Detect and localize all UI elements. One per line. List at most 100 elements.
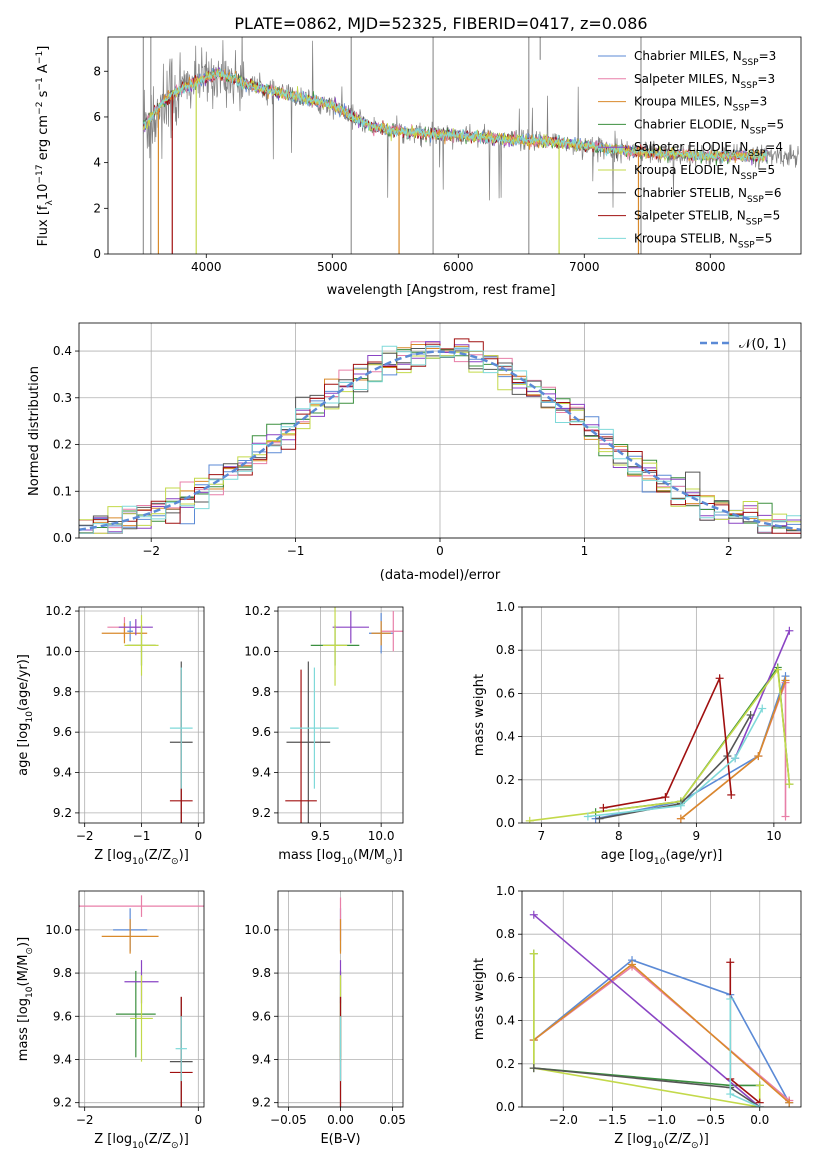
- z-weight-xlabel: Z [log10(Z/Z⊙)]: [614, 1132, 709, 1151]
- y-tick-label: 10.0: [45, 923, 72, 937]
- legend-sub: SSP: [738, 240, 755, 250]
- legend-sub: SSP: [741, 172, 758, 182]
- x-tick-label: 7: [538, 829, 546, 843]
- z-weight-xlabel-part: (Z/Z: [664, 1132, 691, 1147]
- x-tick-label: −1.0: [647, 1113, 676, 1127]
- legend-name: Kroupa STELIB, N: [634, 231, 738, 245]
- y-tick-label: 10.0: [244, 923, 271, 937]
- axes-frame: [78, 890, 205, 1108]
- z-weight-ylabel: mass weight: [472, 958, 487, 1040]
- x-tick-label: −1.5: [598, 1113, 627, 1127]
- legend-name: Salpeter ELODIE, N: [634, 140, 748, 154]
- legend-entry: Salpeter MILES, NSSP=3: [634, 72, 775, 91]
- spectrum-ylabel-part: −1: [35, 51, 45, 64]
- legend-sub: SSP: [748, 149, 765, 159]
- legend-entry: Chabrier ELODIE, NSSP=5: [634, 117, 784, 136]
- spectrum-title: PLATE=0862, MJD=52325, FIBERID=0417, z=0…: [234, 14, 647, 33]
- y-tick-label: 8: [93, 64, 101, 78]
- spectrum-ylabel-part: ]: [36, 46, 51, 51]
- y-tick-label: 0.0: [53, 531, 72, 545]
- x-tick-label: 7000: [569, 260, 600, 274]
- z-age-xlabel-part: (Z/Z: [144, 848, 171, 863]
- mass-age-xlabel-part: 10: [341, 857, 353, 867]
- z-age-xlabel-part: 10: [132, 857, 144, 867]
- weight-line: [603, 675, 733, 809]
- y-tick-label: 0.3: [53, 391, 72, 405]
- legend-sub: SSP: [750, 126, 767, 136]
- y-tick-label: 0.2: [496, 1057, 515, 1071]
- z-age-errorbars: [101, 615, 193, 823]
- y-tick-label: 0.8: [496, 927, 515, 941]
- x-tick-label: −0.05: [270, 1113, 307, 1127]
- legend-tail: =3: [759, 49, 777, 63]
- y-tick-label: 9.6: [252, 1009, 271, 1023]
- mass-age-xlabel: mass [log10(M/M⊙)]: [278, 848, 402, 867]
- x-tick-label: −2: [76, 1113, 94, 1127]
- x-tick-label: −2: [142, 544, 160, 558]
- x-tick-label: −2: [76, 829, 94, 843]
- x-tick-label: 8: [615, 829, 623, 843]
- weight-line: [533, 959, 790, 1104]
- x-tick-label: −2.0: [549, 1113, 578, 1127]
- axes-frame: [277, 890, 404, 1108]
- legend-entry: Kroupa ELODIE, NSSP=5: [634, 163, 775, 182]
- x-tick-label: 5000: [317, 260, 348, 274]
- normal-legend-label: 𝒩(0, 1): [739, 337, 786, 352]
- legend-name: Chabrier ELODIE, N: [634, 117, 750, 131]
- x-tick-label: 1: [581, 544, 589, 558]
- y-tick-label: 9.2: [53, 806, 72, 820]
- x-tick-label: 0.00: [327, 1113, 354, 1127]
- y-tick-label: 10.0: [244, 644, 271, 658]
- legend-name: Kroupa ELODIE, N: [634, 163, 741, 177]
- histogram-axes: −2 −1 0 1 2 0.0 0.1 0.2 0.3 0.4 𝒩(0, 1) (data-model…: [27, 322, 802, 583]
- normal-curve: [79, 350, 801, 532]
- z-mass-errorbars: [79, 895, 204, 1107]
- z-mass-ylabel-part: )]: [16, 937, 31, 947]
- y-tick-label: 9.4: [53, 766, 72, 780]
- y-tick-label: 9.4: [252, 1052, 271, 1066]
- y-tick-label: 9.8: [252, 685, 271, 699]
- age-weight-xlabel-part: age [log: [601, 848, 654, 863]
- z-age-ylabel: age [log10(age/yr)]: [16, 654, 35, 776]
- ebv-mass-axes: −0.05 0.00 0.05 9.2 9.4 9.6 9.8 10.0 E(B-V): [244, 890, 406, 1147]
- y-tick-label: 0.4: [496, 730, 515, 744]
- x-tick-label: 10.0: [368, 829, 395, 843]
- legend-sub: SSP: [747, 195, 764, 205]
- legend-name: Chabrier STELIB, N: [634, 186, 747, 200]
- legend-entry: Kroupa MILES, NSSP=3: [634, 95, 767, 114]
- legend-entry: Chabrier STELIB, NSSP=6: [634, 186, 782, 205]
- y-tick-label: 9.8: [252, 966, 271, 980]
- y-tick-label: 0.4: [53, 344, 72, 358]
- age-weight-xlabel: age [log10(age/yr)]: [601, 848, 723, 867]
- z-mass-xlabel-part: (Z/Z: [144, 1132, 171, 1147]
- histogram-ylabel: Normed distribution: [27, 366, 42, 496]
- z-age-xlabel-part: Z [log: [94, 848, 132, 863]
- legend-tail: =5: [755, 231, 773, 245]
- y-tick-label: 0.2: [53, 438, 72, 452]
- legend-entry: Salpeter ELODIE, NSSP=4: [634, 140, 783, 159]
- z-age-xlabel-part: )]: [179, 848, 189, 863]
- z-age-ylabel-part: 10: [25, 711, 35, 723]
- weight-line: [533, 914, 761, 1107]
- z-age-axes: −2 −1 09.29.49.69.810.010.2Z [log10(Z/Z⊙)]…: [16, 604, 205, 867]
- y-tick-label: 6: [93, 110, 101, 124]
- z-mass-xlabel-part: 10: [132, 1141, 144, 1151]
- mass-age-xlabel-part: ⊙: [385, 857, 393, 867]
- mass-age-axes: 9.5 10.0 9.2 9.4 9.6 9.8 10.0 10.2 mass [log10(M…: [244, 604, 404, 867]
- legend-tail: =6: [764, 186, 782, 200]
- x-tick-label: 0: [194, 1113, 202, 1127]
- mass-age-xlabel-part: mass [log: [278, 848, 341, 863]
- y-tick-label: 0.6: [496, 686, 515, 700]
- y-tick-label: 0.8: [496, 643, 515, 657]
- y-tick-label: 9.6: [252, 725, 271, 739]
- spectrum-axes: 4000 5000 6000 7000 8000 0 2 4 6 8 wavelength [Ang…: [35, 36, 802, 298]
- z-mass-ylabel-part: mass [log: [16, 998, 31, 1061]
- histogram-step: [79, 338, 801, 534]
- legend-entry: Kroupa STELIB, NSSP=5: [634, 231, 772, 250]
- y-tick-label: 1.0: [496, 884, 515, 898]
- z-mass-axes: −2 09.29.49.69.810.0Z [log10(Z/Z⊙)]mass […: [16, 890, 205, 1151]
- histograms: [79, 338, 801, 534]
